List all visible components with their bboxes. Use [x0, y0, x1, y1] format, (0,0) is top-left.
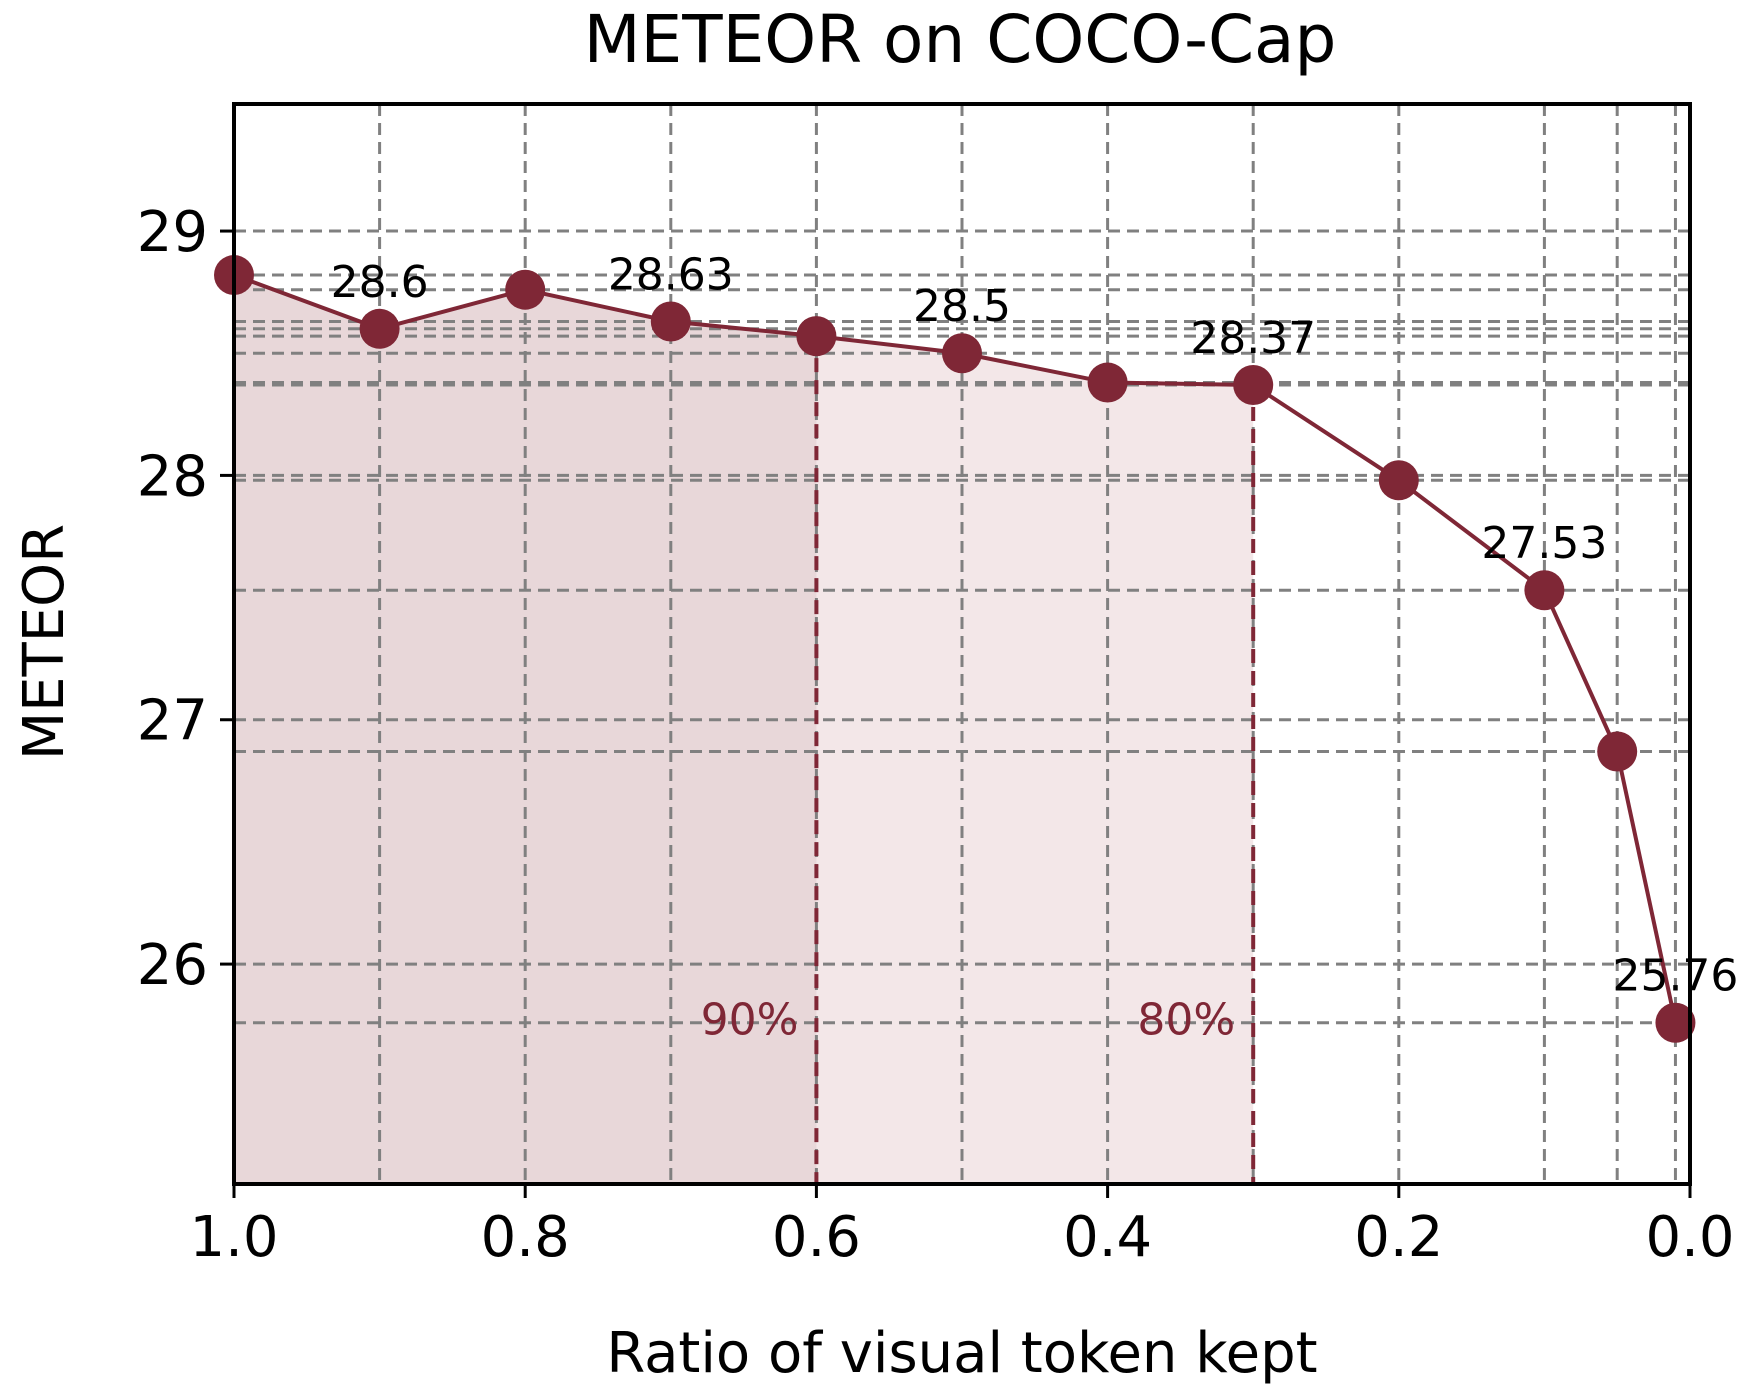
- series-line: [233, 273, 1678, 1024]
- data-label: 27.53: [1481, 518, 1607, 569]
- threshold-lines: 90% 80%: [701, 336, 1256, 1184]
- data-point: [1087, 362, 1128, 403]
- data-point: [1597, 731, 1638, 772]
- axes: 1.0 0.8 0.6 0.4 0.2 0.0 26 27 28 29: [137, 102, 1735, 1270]
- x-tick-label: 0.6: [772, 1205, 861, 1270]
- x-tick-label: 0.0: [1645, 1205, 1734, 1270]
- x-tick-label: 0.4: [1063, 1205, 1152, 1270]
- threshold-label-90%: 90%: [701, 995, 799, 1046]
- data-point: [1524, 570, 1565, 611]
- data-series: [214, 255, 1696, 1043]
- data-point: [505, 269, 546, 310]
- data-point: [1655, 1002, 1696, 1043]
- shaded-regions: [234, 275, 1254, 1184]
- x-tick-label: 0.8: [481, 1205, 570, 1270]
- data-label: 28.37: [1190, 313, 1316, 364]
- shaded-region-90%: [234, 275, 817, 1184]
- y-tick-label: 28: [137, 444, 208, 509]
- data-point: [359, 308, 400, 349]
- y-axis-label: METEOR: [12, 524, 77, 760]
- y-tick-label: 27: [137, 689, 208, 754]
- threshold-label-80%: 80%: [1137, 995, 1235, 1046]
- y-tick-label: 29: [137, 200, 208, 265]
- data-label: 28.6: [331, 257, 429, 308]
- x-tick-label: 0.2: [1354, 1205, 1443, 1270]
- x-axis-label: Ratio of visual token kept: [606, 1321, 1317, 1386]
- data-point: [796, 316, 837, 357]
- x-tick-label: 1.0: [189, 1205, 278, 1270]
- data-label: 25.76: [1612, 951, 1738, 1002]
- data-point: [1378, 460, 1419, 501]
- plot-frame: [232, 102, 1692, 1186]
- data-label: 28.5: [913, 281, 1011, 332]
- data-point: [942, 333, 982, 374]
- data-labels: 28.6 28.63 28.5 28.37 27.53 25.76: [331, 249, 1739, 1001]
- data-point: [650, 301, 691, 342]
- data-point: [1233, 364, 1274, 405]
- y-tick-label: 26: [137, 933, 208, 998]
- chart-title: METEOR on COCO-Cap: [584, 1, 1337, 78]
- data-label: 28.63: [608, 249, 734, 300]
